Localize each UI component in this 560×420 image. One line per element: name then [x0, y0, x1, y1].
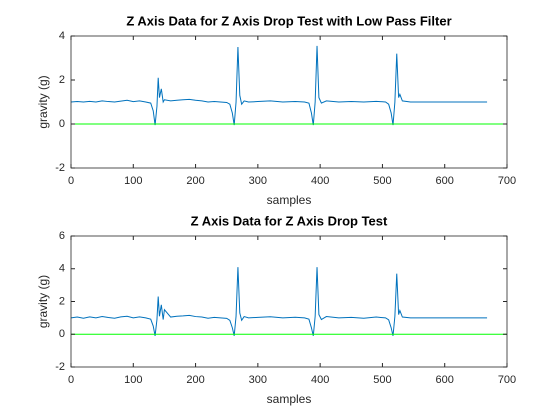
y-tick-label: -2: [55, 162, 65, 174]
axes-box: [70, 35, 508, 169]
y-tick-label: 2: [59, 74, 65, 86]
y-tick-label: 0: [59, 328, 65, 340]
x-tick-label: 100: [124, 175, 142, 187]
x-tick-label: 200: [186, 175, 204, 187]
plot-area: [71, 236, 507, 367]
x-tick-label: 700: [498, 374, 516, 386]
chart-title: Z Axis Data for Z Axis Drop Test: [191, 213, 388, 228]
y-tick-label: 2: [59, 295, 65, 307]
x-tick-label: 0: [68, 175, 74, 187]
x-tick-label: 200: [186, 374, 204, 386]
x-tick-label: 600: [436, 175, 454, 187]
x-tick-label: 600: [436, 374, 454, 386]
y-tick-label: 6: [59, 230, 65, 242]
x-axis-label: samples: [267, 392, 312, 406]
x-tick-label: 400: [311, 374, 329, 386]
chart-title: Z Axis Data for Z Axis Drop Test with Lo…: [126, 13, 451, 28]
x-tick-label: 300: [249, 374, 267, 386]
data-line: [70, 45, 488, 126]
x-tick-label: 0: [68, 374, 74, 386]
x-tick-label: 100: [124, 374, 142, 386]
x-tick-label: 300: [249, 175, 267, 187]
y-tick-label: 4: [59, 30, 65, 42]
x-axis-label: samples: [267, 193, 312, 207]
x-tick-label: 500: [373, 175, 391, 187]
data-line: [70, 267, 488, 336]
y-axis-label: gravity (g): [36, 275, 50, 328]
x-tick-label: 400: [311, 175, 329, 187]
x-tick-label: 700: [498, 175, 516, 187]
y-axis-label: gravity (g): [36, 75, 50, 128]
y-tick-label: -2: [55, 361, 65, 373]
x-tick-label: 500: [373, 374, 391, 386]
y-tick-label: 0: [59, 118, 65, 130]
y-tick-label: 4: [59, 263, 65, 275]
